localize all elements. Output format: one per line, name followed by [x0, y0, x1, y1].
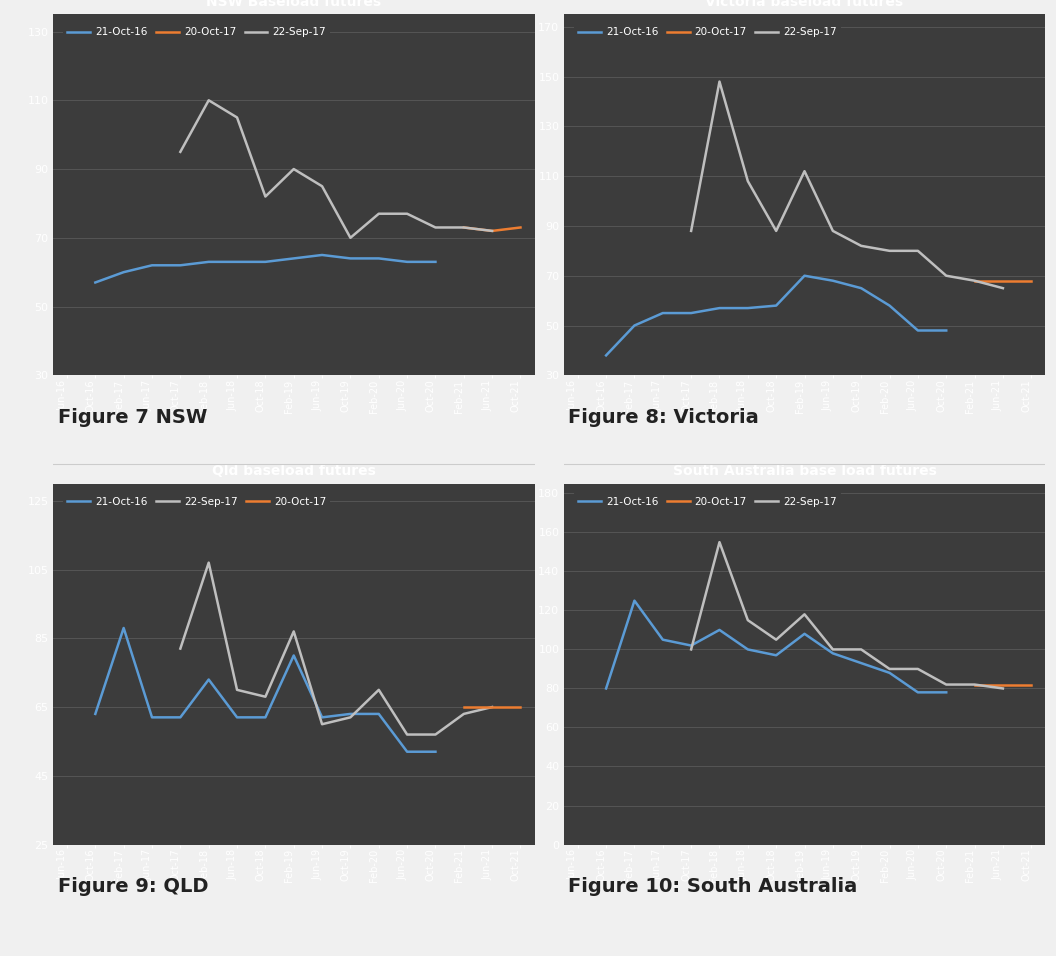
- Text: Figure 10: South Australia: Figure 10: South Australia: [568, 878, 857, 896]
- Text: Figure 8: Victoria: Figure 8: Victoria: [568, 408, 759, 427]
- Legend: 21-Oct-16, 22-Sep-17, 20-Oct-17: 21-Oct-16, 22-Sep-17, 20-Oct-17: [62, 492, 331, 511]
- Legend: 21-Oct-16, 20-Oct-17, 22-Sep-17: 21-Oct-16, 20-Oct-17, 22-Sep-17: [62, 23, 331, 41]
- Text: Figure 9: QLD: Figure 9: QLD: [58, 878, 208, 896]
- Title: Victoria baseload futures: Victoria baseload futures: [705, 0, 904, 9]
- Legend: 21-Oct-16, 20-Oct-17, 22-Sep-17: 21-Oct-16, 20-Oct-17, 22-Sep-17: [573, 23, 842, 41]
- Title: South Australia base load futures: South Australia base load futures: [673, 465, 937, 478]
- Title: Qld baseload futures: Qld baseload futures: [212, 465, 376, 478]
- Title: NSW Baseload futures: NSW Baseload futures: [206, 0, 381, 9]
- Legend: 21-Oct-16, 20-Oct-17, 22-Sep-17: 21-Oct-16, 20-Oct-17, 22-Sep-17: [573, 492, 842, 511]
- Text: Figure 7 NSW: Figure 7 NSW: [58, 408, 207, 427]
